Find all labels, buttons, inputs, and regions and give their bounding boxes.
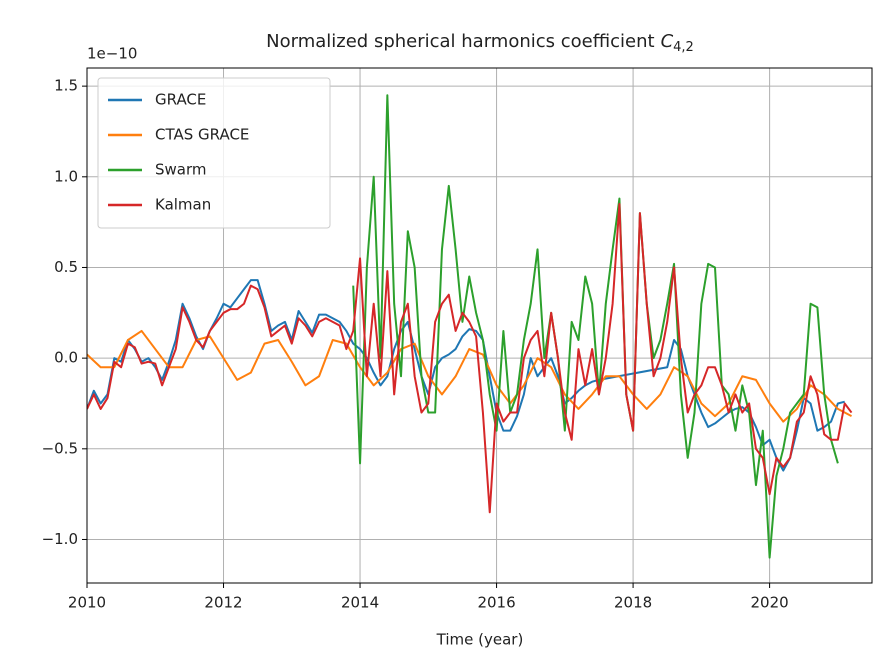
legend-label: CTAS GRACE: [155, 126, 249, 144]
y-tick-label: 1.0: [54, 167, 78, 185]
plot-frame: [86, 67, 873, 584]
line-series: [87, 203, 853, 514]
x-tick-label: 2016: [477, 594, 515, 612]
y-tick-label: 0.5: [54, 258, 78, 276]
title-symbol: C: [661, 31, 674, 52]
x-tick-label: 2010: [68, 594, 106, 612]
y-tick-label: −1.0: [42, 530, 78, 548]
y-tick-label: −0.5: [42, 439, 78, 457]
x-tick-label: 2020: [751, 594, 789, 612]
y-tick-label: 0.0: [54, 349, 78, 367]
title-subscript: 4,2: [673, 40, 694, 55]
line-series: [352, 94, 839, 559]
title-text: Normalized spherical harmonics coefficie…: [266, 31, 654, 52]
legend-label: Swarm: [155, 161, 207, 179]
x-tick-label: 2012: [204, 594, 242, 612]
legend-label: GRACE: [155, 91, 206, 109]
x-tick-label: 2014: [341, 594, 379, 612]
x-tick-label: 2018: [614, 594, 652, 612]
chart-title: Normalized spherical harmonics coefficie…: [266, 31, 694, 55]
offset-text: 1e−10: [87, 45, 137, 63]
y-tick-label: 1.5: [54, 77, 78, 95]
legend-box: [97, 77, 331, 229]
line-series: [87, 329, 852, 423]
legend-label: Kalman: [155, 196, 211, 214]
legend: GRACE CTAS GRACE Swarm Kalman: [97, 77, 331, 229]
line-series: [87, 279, 845, 472]
x-axis-label: Time (year): [436, 631, 524, 649]
